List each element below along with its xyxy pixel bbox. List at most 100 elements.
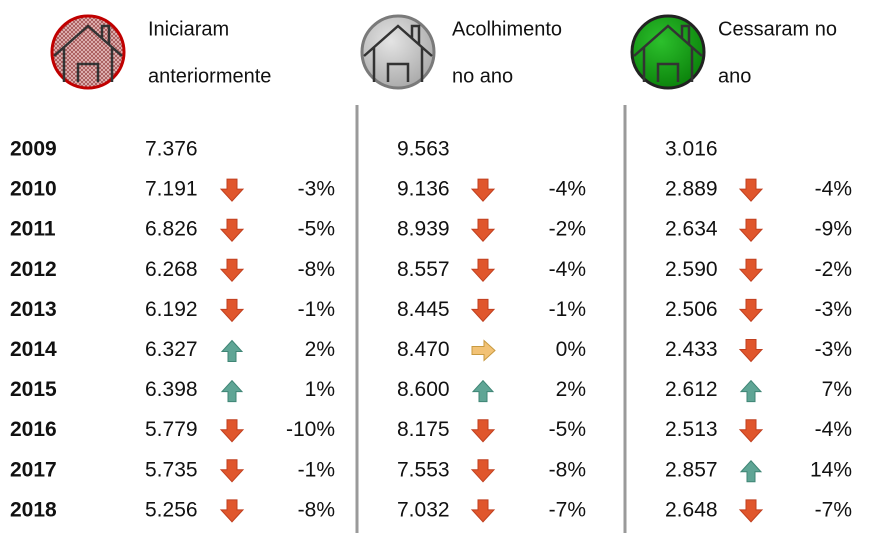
column-header: ano <box>718 65 751 87</box>
cell-value: 7.032 <box>397 498 450 521</box>
cell-value: 5.735 <box>145 458 198 481</box>
cell-value: 2.433 <box>665 338 718 361</box>
cell-value: 2.857 <box>665 458 718 481</box>
up-arrow <box>220 379 244 403</box>
house-icon <box>630 14 706 90</box>
cell-change: -1% <box>549 298 586 321</box>
cell-change: -7% <box>815 498 852 521</box>
cell-value: 9.563 <box>397 138 450 161</box>
house-icon <box>50 14 126 90</box>
down-arrow <box>219 178 245 202</box>
cell-change: 2% <box>305 338 335 361</box>
down-arrow <box>738 339 764 363</box>
icon-circle <box>50 14 126 90</box>
cell-value: 2.590 <box>665 258 718 281</box>
down-arrow <box>470 459 496 483</box>
cell-value: 2.612 <box>665 378 718 401</box>
cell-value: 8.557 <box>397 258 450 281</box>
cell-change: -2% <box>815 258 852 281</box>
cell-change: 14% <box>810 458 852 481</box>
year: 2010 <box>10 178 57 201</box>
year: 2018 <box>10 498 57 521</box>
cell-change: 2% <box>556 378 586 401</box>
cell-value: 6.327 <box>145 338 198 361</box>
cell-change: -7% <box>549 498 586 521</box>
column-header: Acolhimento <box>452 18 562 40</box>
cell-change: -10% <box>286 418 335 441</box>
cell-change: -3% <box>815 298 852 321</box>
down-arrow <box>470 298 496 323</box>
down-arrow <box>738 218 764 242</box>
column-header: Iniciaram <box>148 18 229 40</box>
cell-value: 6.826 <box>145 218 198 241</box>
year: 2013 <box>10 298 57 321</box>
cell-value: 2.889 <box>665 178 718 201</box>
cell-change: -1% <box>298 298 335 321</box>
cell-value: 7.191 <box>145 178 198 201</box>
down-arrow <box>738 298 764 323</box>
cell-change: -1% <box>298 458 335 481</box>
year: 2011 <box>10 218 56 241</box>
cell-value: 8.600 <box>397 378 450 401</box>
house-outline <box>363 24 433 82</box>
cell-value: 8.445 <box>397 298 450 321</box>
down-arrow <box>219 258 245 283</box>
cell-change: 1% <box>305 378 335 401</box>
down-arrow <box>219 298 245 323</box>
cell-value: 8.939 <box>397 218 450 241</box>
cell-change: 7% <box>822 378 852 401</box>
cell-change: -3% <box>815 338 852 361</box>
house-icon <box>360 14 436 90</box>
cell-value: 5.256 <box>145 498 198 521</box>
cell-change: -4% <box>549 178 586 201</box>
icon-circle <box>630 14 706 90</box>
down-arrow <box>470 178 496 202</box>
cell-value: 6.192 <box>145 298 198 321</box>
cell-change: 0% <box>556 338 586 361</box>
cell-change: -2% <box>549 218 586 241</box>
cell-value: 2.634 <box>665 218 718 241</box>
column-header: Cessaram no <box>718 18 837 40</box>
column-header: anteriormente <box>148 65 271 87</box>
cell-change: -8% <box>298 258 335 281</box>
cell-change: -3% <box>298 178 335 201</box>
down-arrow <box>219 499 245 523</box>
down-arrow <box>738 419 764 443</box>
up-arrow <box>739 379 763 403</box>
cell-value: 8.470 <box>397 338 450 361</box>
cell-change: -8% <box>298 498 335 521</box>
down-arrow <box>470 419 496 443</box>
down-arrow <box>738 178 764 202</box>
year: 2015 <box>10 378 57 401</box>
down-arrow <box>470 218 496 242</box>
cell-value: 9.136 <box>397 178 450 201</box>
cell-change: -4% <box>549 258 586 281</box>
cell-change: -9% <box>815 218 852 241</box>
cell-value: 3.016 <box>665 138 718 161</box>
cell-change: -4% <box>815 418 852 441</box>
cell-value: 5.779 <box>145 418 198 441</box>
year: 2016 <box>10 418 57 441</box>
cell-value: 7.376 <box>145 138 198 161</box>
down-arrow <box>470 258 496 283</box>
up-arrow <box>220 339 244 362</box>
down-arrow <box>219 419 245 443</box>
house-outline <box>633 24 703 82</box>
cell-value: 2.513 <box>665 418 718 441</box>
cell-change: -5% <box>549 418 586 441</box>
down-arrow <box>738 499 764 523</box>
cell-change: -5% <box>298 218 335 241</box>
cell-value: 6.398 <box>145 378 198 401</box>
cell-value: 2.506 <box>665 298 718 321</box>
cell-change: -4% <box>815 178 852 201</box>
down-arrow <box>738 258 764 283</box>
year: 2014 <box>10 338 57 361</box>
up-arrow <box>471 379 495 403</box>
cell-change: -8% <box>549 458 586 481</box>
cell-value: 7.553 <box>397 458 450 481</box>
cell-value: 6.268 <box>145 258 198 281</box>
year: 2017 <box>10 458 57 481</box>
icon-circle <box>360 14 436 90</box>
house-outline <box>53 24 123 82</box>
